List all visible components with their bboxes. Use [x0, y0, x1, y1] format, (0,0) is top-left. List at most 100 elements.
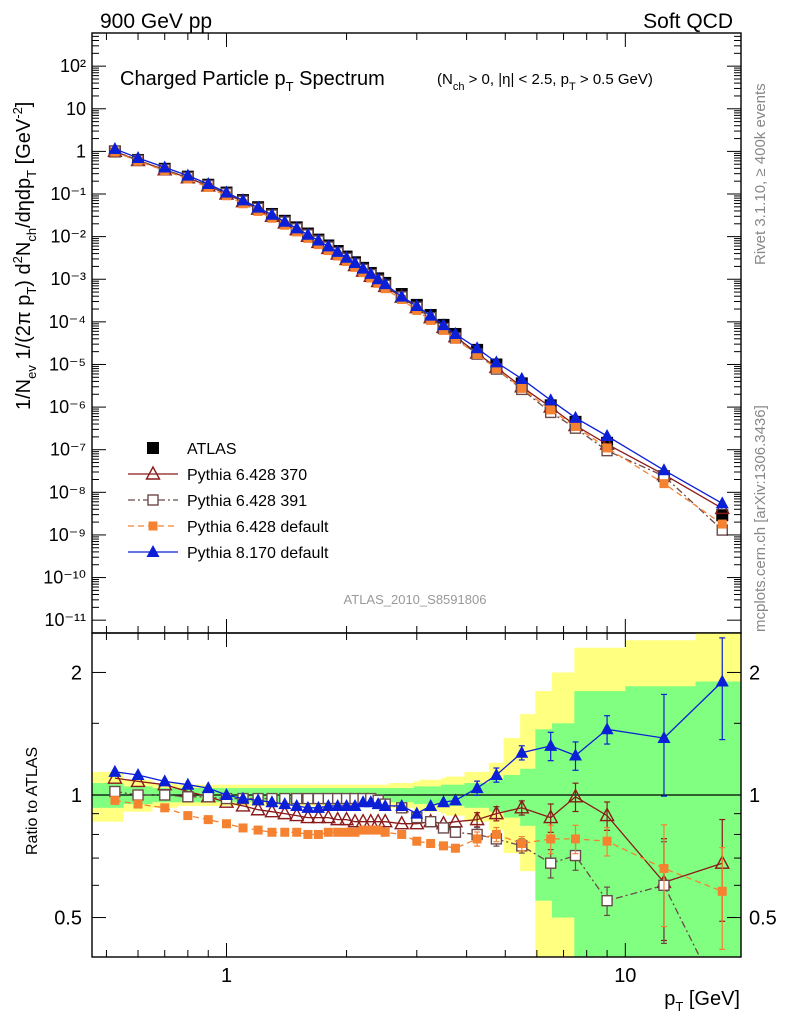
ratio-point	[424, 815, 437, 828]
data-point	[515, 371, 529, 384]
data-point	[436, 318, 450, 331]
x-tick-label: 1	[221, 965, 232, 987]
ratio-point	[222, 819, 232, 829]
green-band-bin	[625, 686, 697, 957]
svg-text:1/Nev 1/(2π pT) d2Nch/dηdpT: 1/Nev 1/(2π pT) d2Nch/dηdpT [GeV-2]	[10, 102, 39, 410]
ratio-point	[220, 788, 234, 800]
series-4	[108, 141, 729, 509]
ratio-point	[491, 829, 501, 839]
ratio-tick-label-right: 1	[749, 785, 760, 807]
header-left: 900 GeV pp	[100, 10, 212, 33]
ratio-point	[601, 894, 613, 907]
ratio-point	[450, 843, 460, 853]
data-point	[410, 299, 424, 312]
ratio-point	[600, 722, 614, 735]
ratio-point	[160, 803, 170, 813]
data-point	[290, 221, 304, 234]
main-y-ticks: 10⁻¹¹ 10⁻¹⁰ 10⁻⁹ 10⁻⁸ 10⁻⁷ 10⁻⁶ 10⁻⁵ 10⁻⁴ 10⁻³ 10…	[43, 35, 741, 630]
data-point	[716, 509, 729, 522]
y-tick-label: 1	[76, 141, 86, 161]
y-tick-label: 10⁻⁶	[49, 397, 86, 417]
ratio-point	[303, 829, 313, 839]
legend-marker	[147, 494, 159, 506]
data-point	[602, 443, 612, 453]
ratio-point	[201, 781, 215, 794]
data-point	[378, 277, 392, 290]
x-tick-label: 10	[614, 965, 636, 987]
ratio-point	[350, 827, 360, 837]
ratio-point	[567, 788, 584, 803]
data-point	[570, 422, 580, 432]
ratio-point	[265, 795, 279, 808]
data-point	[568, 410, 582, 423]
ratio-point	[311, 800, 325, 813]
ratio-point	[158, 774, 172, 787]
ratio-point	[253, 825, 263, 835]
legend-marker	[146, 545, 160, 557]
x-axis-label: pT [GeV]	[664, 988, 740, 1014]
ratio-point	[570, 834, 580, 844]
ratio-panel: 0.5 0.5 1 1 2 2	[54, 632, 777, 958]
ratio-point	[488, 805, 505, 820]
y-tick-label: 10⁻³	[50, 269, 86, 289]
ratio-point	[289, 807, 305, 822]
ratio-point	[472, 834, 482, 844]
ratio-point	[333, 827, 343, 837]
ratio-point	[449, 826, 462, 838]
ratio-point	[340, 798, 354, 811]
data-point	[489, 355, 503, 368]
ratio-point	[366, 825, 376, 835]
ratio-point	[517, 839, 527, 849]
data-point	[278, 214, 292, 227]
main-title: Charged Particle pT Spectrum (Nch > 0, |…	[120, 68, 653, 94]
y-tick-label: 10²	[60, 56, 86, 76]
ratio-point	[659, 863, 669, 873]
ratio-tick-label-left: 0.5	[54, 908, 82, 930]
ratio-point	[378, 798, 392, 811]
data-point	[659, 479, 669, 489]
ratio-tick-label-right: 2	[749, 662, 760, 684]
x-ticks: 1 10	[105, 33, 636, 987]
ratio-tick-label-left: 1	[71, 785, 82, 807]
ratio-y-ticks: 0.5 0.5 1 1 2 2	[54, 662, 777, 929]
ratio-point	[132, 789, 144, 801]
y-tick-label: 10⁻¹¹	[44, 610, 86, 630]
data-point	[600, 428, 614, 441]
data-point	[220, 185, 234, 198]
data-point	[717, 519, 727, 529]
data-point	[472, 349, 482, 359]
main-series	[107, 141, 730, 536]
ratio-series-2	[110, 795, 727, 950]
ratio-point	[342, 827, 352, 837]
main-panel: 10⁻¹¹ 10⁻¹⁰ 10⁻⁹ 10⁻⁸ 10⁻⁷ 10⁻⁶ 10⁻⁵ 10⁻⁴ 10⁻³ 10…	[43, 32, 742, 634]
green-band-bin	[520, 768, 536, 826]
ratio-point	[448, 793, 462, 806]
y-tick-label: 10⁻⁸	[49, 482, 86, 502]
ratio-point	[364, 795, 378, 808]
svg-text:(Nch > 0, |η| < 2.5, pT > 0.5: (Nch > 0, |η| < 2.5, pT > 0.5 GeV)	[437, 71, 653, 93]
ratio-point	[602, 836, 612, 846]
ratio-series	[107, 637, 730, 957]
legend-marker	[148, 521, 158, 531]
data-point	[715, 496, 729, 509]
ratio-point	[267, 827, 277, 837]
green-band-bin	[488, 779, 505, 812]
mcplots-reference-text: mcplots.cern.ch [arXiv:1306.3436]	[752, 405, 769, 632]
ratio-point	[236, 791, 250, 804]
data-point	[450, 334, 460, 344]
green-band-bin	[695, 681, 741, 957]
ratio-point	[323, 827, 333, 837]
green-band-bin	[574, 691, 587, 957]
ratio-tick-label-right: 0.5	[749, 908, 777, 930]
legend-label: Pythia 6.428 391	[187, 493, 307, 510]
ratio-point	[251, 793, 265, 806]
ratio-point	[546, 834, 556, 844]
ratio-point	[469, 811, 485, 826]
data-point	[131, 150, 145, 163]
ratio-point	[290, 798, 304, 811]
ratio-point	[300, 809, 316, 824]
data-point	[158, 160, 172, 173]
ratio-point	[347, 813, 363, 828]
data-point	[331, 244, 345, 257]
